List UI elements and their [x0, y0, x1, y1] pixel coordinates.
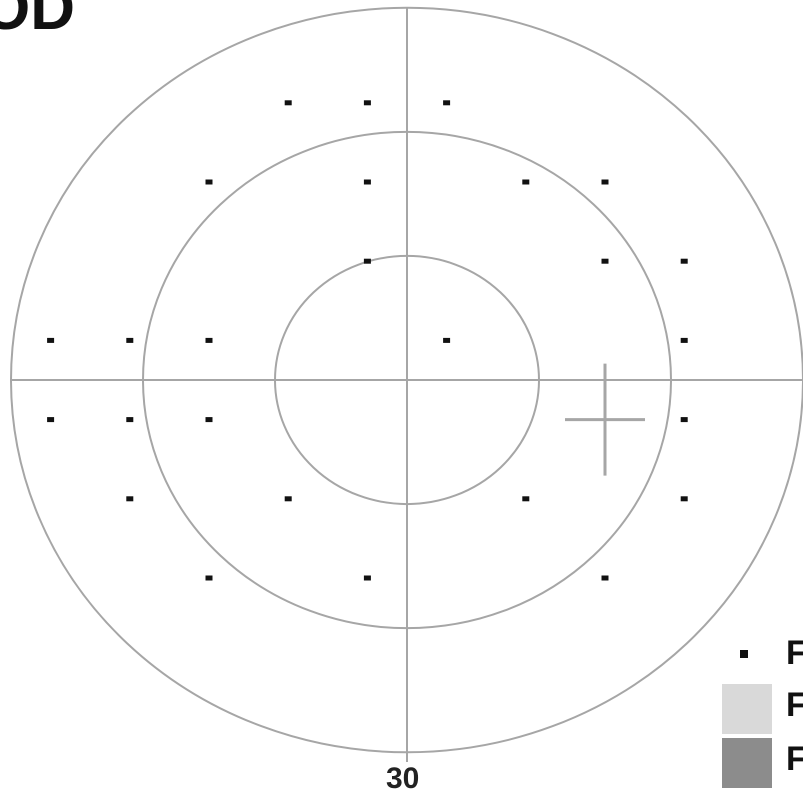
test-point [601, 179, 609, 185]
test-points [47, 100, 688, 581]
test-point [284, 496, 292, 502]
test-point [126, 417, 134, 423]
test-point [363, 179, 371, 185]
test-point [47, 417, 55, 423]
legend-light-swatch [722, 684, 772, 734]
legend-label: F [786, 740, 803, 778]
legend-label: F [786, 634, 803, 672]
test-point [126, 496, 134, 502]
test-point [363, 575, 371, 581]
test-point [363, 258, 371, 264]
test-point [126, 337, 134, 343]
eye-label: OD [0, 0, 75, 43]
test-point [522, 496, 530, 502]
legend-point-swatch [740, 650, 748, 658]
test-point [363, 100, 371, 106]
test-point [205, 337, 213, 343]
test-point [205, 417, 213, 423]
legend-label: F [786, 686, 803, 724]
test-point [205, 575, 213, 581]
legend-item-2: F [722, 684, 803, 734]
legend-item-1: F [722, 632, 803, 682]
scale-label: 30 [386, 762, 420, 795]
legend-item-3: F [722, 738, 803, 788]
test-point [443, 100, 451, 106]
test-point [680, 258, 688, 264]
test-point [601, 258, 609, 264]
blind-spot-marker [565, 363, 645, 476]
test-point [601, 575, 609, 581]
test-point [284, 100, 292, 106]
test-point [680, 337, 688, 343]
test-point [443, 337, 451, 343]
test-point [47, 337, 55, 343]
test-point [680, 417, 688, 423]
test-point [522, 179, 530, 185]
test-point [680, 496, 688, 502]
test-point [205, 179, 213, 185]
legend-dark-swatch [722, 738, 772, 788]
